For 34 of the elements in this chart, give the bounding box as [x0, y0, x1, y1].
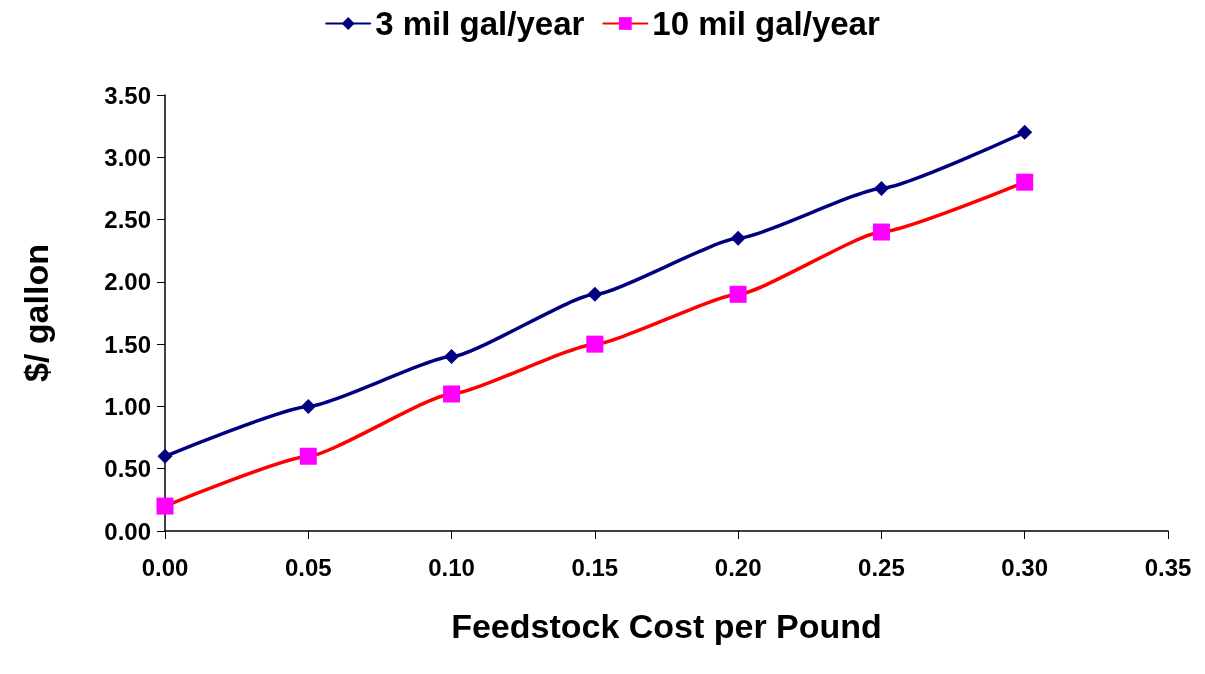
point — [300, 398, 316, 414]
point — [156, 497, 174, 515]
point — [444, 349, 460, 365]
point — [586, 335, 604, 353]
point — [587, 286, 603, 302]
y-tick-label: 0.50 — [104, 455, 151, 483]
point — [872, 223, 890, 241]
x-tick-label: 0.35 — [1144, 553, 1192, 581]
x-axis-title: Feedstock Cost per Pound — [451, 607, 882, 645]
x-tick-label: 0.20 — [714, 553, 762, 581]
point — [1016, 173, 1034, 191]
x-tick-label: 0.10 — [428, 553, 475, 581]
y-tick-label: 3.00 — [104, 143, 151, 171]
x-tick-label: 0.00 — [141, 553, 189, 581]
point — [730, 230, 746, 246]
point — [729, 285, 747, 303]
x-tick-label: 0.30 — [1001, 553, 1049, 581]
y-tick-label: 3.50 — [104, 81, 151, 109]
y-axis-title: $/ gallon — [17, 244, 55, 382]
point — [873, 180, 889, 196]
legend-label: 3 mil gal/year — [375, 5, 585, 42]
point — [1017, 124, 1033, 140]
legend-label: 10 mil gal/year — [652, 5, 880, 42]
y-tick-label: 2.50 — [104, 206, 151, 234]
x-tick-label: 0.15 — [571, 553, 619, 581]
y-tick-label: 1.50 — [104, 330, 151, 358]
point — [443, 385, 461, 403]
x-tick-label: 0.25 — [858, 553, 905, 581]
y-tick-label: 1.00 — [104, 392, 151, 420]
point — [157, 448, 173, 464]
y-tick-label: 0.00 — [104, 517, 151, 545]
x-tick-label: 0.05 — [284, 553, 332, 581]
y-tick-label: 2.00 — [104, 268, 151, 296]
point — [299, 447, 317, 465]
